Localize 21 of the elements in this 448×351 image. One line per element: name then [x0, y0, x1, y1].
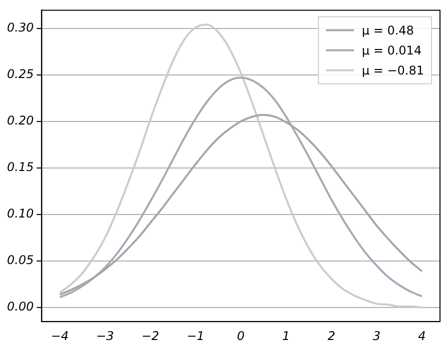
x-tick-label: 2 — [328, 328, 336, 343]
y-tick-label: 0.15 — [7, 160, 34, 174]
x-tick-label: 1 — [282, 328, 290, 343]
line-series — [58, 24, 423, 308]
y-tick-label: 0.10 — [7, 206, 34, 221]
legend-label: μ = 0.014 — [362, 43, 422, 58]
x-tick-label: 3 — [372, 328, 380, 343]
x-tick-label: 0 — [237, 328, 246, 343]
legend-label: μ = 0.48 — [362, 23, 414, 38]
y-tick-label: 0.00 — [7, 300, 34, 314]
y-tick-label: 0.30 — [7, 20, 34, 34]
x-tick-label: −1 — [186, 328, 204, 343]
x-tick-label: −3 — [96, 328, 114, 343]
x-tick-label: −2 — [141, 328, 160, 343]
x-tick-label: −4 — [50, 328, 69, 343]
x-tick-label: 4 — [418, 328, 426, 343]
line-series — [58, 76, 423, 298]
y-tick-label: 0.05 — [7, 253, 34, 268]
y-tick-label: 0.20 — [7, 114, 34, 128]
legend-label: μ = −0.81 — [362, 63, 424, 78]
y-tick-label: 0.25 — [7, 66, 34, 81]
